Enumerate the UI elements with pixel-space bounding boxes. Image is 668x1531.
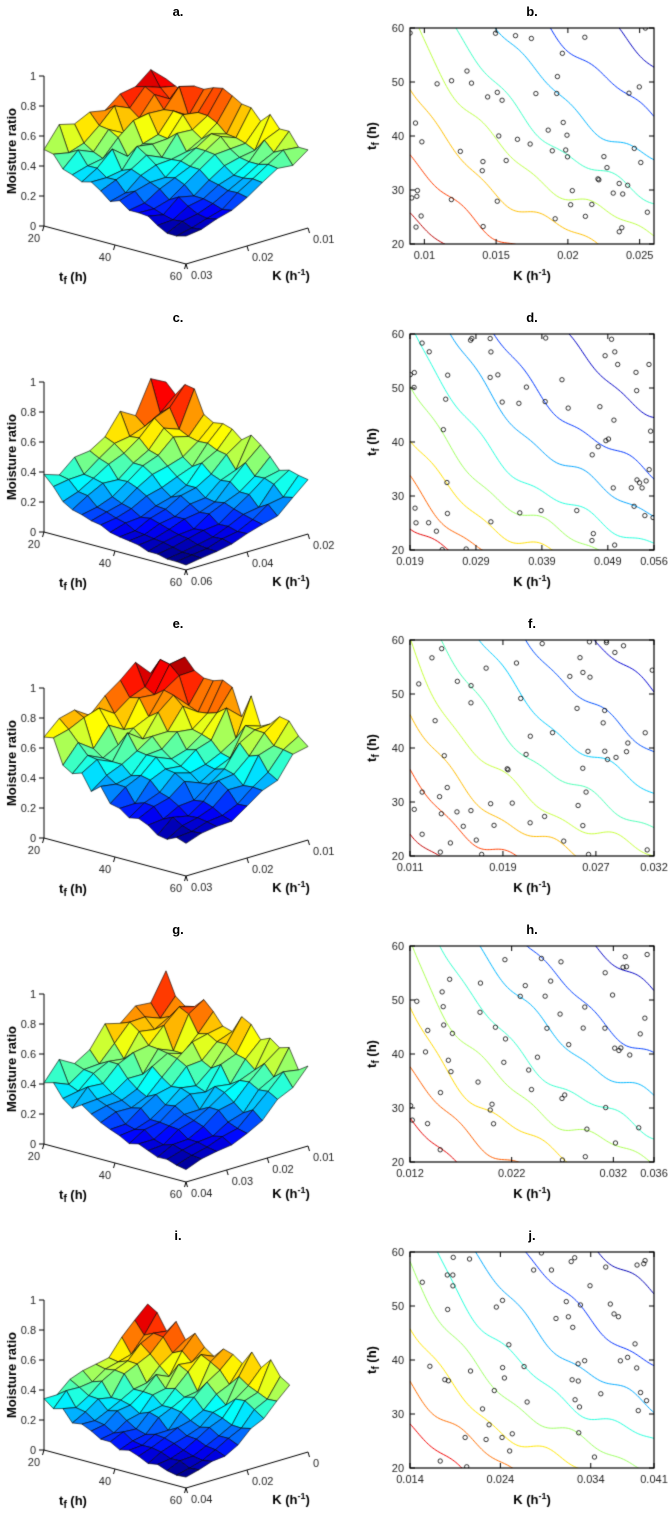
surface-panel-c: c.	[0, 310, 360, 612]
surface-panel-e: e.	[0, 616, 360, 918]
plot-title-i: i.	[174, 1228, 182, 1243]
plot-title-f: f.	[528, 616, 536, 631]
contour-panel-f: f.	[360, 616, 668, 918]
surface-panel-i: i.	[0, 1228, 360, 1530]
plot-title-a: a.	[172, 4, 184, 19]
surface-plot-e	[0, 632, 356, 918]
contour-plot-f	[360, 632, 668, 918]
surface-panel-g: g.	[0, 922, 360, 1224]
surface-panel-a: a.	[0, 4, 360, 306]
contour-panel-d: d.	[360, 310, 668, 612]
plot-title-j: j.	[528, 1228, 536, 1243]
contour-panel-h: h.	[360, 922, 668, 1224]
plot-title-d: d.	[526, 310, 538, 325]
figure-row-2: c. d.	[0, 306, 668, 612]
plot-title-c: c.	[172, 310, 184, 325]
plot-title-g: g.	[172, 922, 184, 937]
surface-plot-a	[0, 20, 356, 306]
figure-row-4: g. h.	[0, 918, 668, 1224]
surface-plot-i	[0, 1244, 356, 1530]
contour-plot-b	[360, 20, 668, 306]
plot-title-e: e.	[172, 616, 184, 631]
surface-plot-c	[0, 326, 356, 612]
plot-title-b: b.	[526, 4, 538, 19]
figure-row-3: e. f.	[0, 612, 668, 918]
contour-panel-j: j.	[360, 1228, 668, 1530]
figure-row-5: i. j.	[0, 1224, 668, 1530]
contour-panel-b: b.	[360, 4, 668, 306]
figure-row-1: a. b.	[0, 0, 668, 306]
contour-plot-d	[360, 326, 668, 612]
contour-plot-h	[360, 938, 668, 1224]
surface-plot-g	[0, 938, 356, 1224]
plot-title-h: h.	[526, 922, 538, 937]
contour-plot-j	[360, 1244, 668, 1530]
